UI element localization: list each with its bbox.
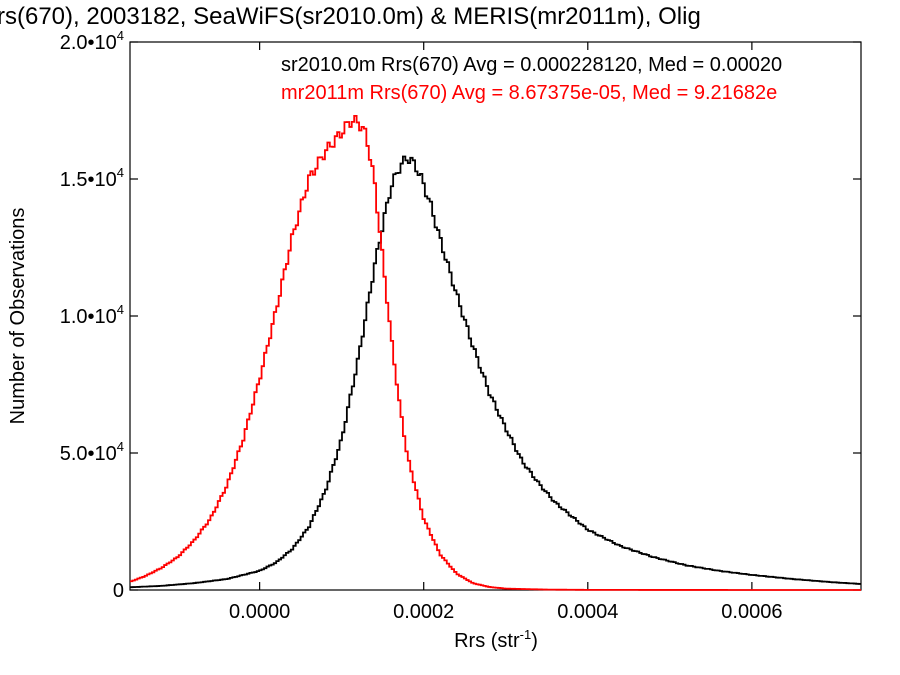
y-tick-label: 2.0•104 (60, 28, 124, 54)
chart-title: rs(670), 2003182, SeaWiFS(sr2010.0m) & M… (0, 3, 701, 30)
x-axis-label-main: Rrs (str (454, 630, 520, 652)
x-axis: 0.0000 0.0002 0.0004 0.0006 (229, 42, 782, 623)
legend-mr2011: mr2011m Rrs(670) Avg = 8.67375e-05, Med … (281, 82, 777, 104)
series-line-mr2011m (130, 114, 861, 591)
x-tick-label: 0.0004 (557, 601, 618, 623)
y-axis: 0 5.0•104 1.0•104 1.5•104 2.0•104 (60, 28, 861, 602)
y-tick-label: 0 (113, 580, 124, 602)
legend-sr2010: sr2010.0m Rrs(670) Avg = 0.000228120, Me… (281, 54, 782, 76)
y-tick-label: 5.0•104 (60, 439, 124, 465)
plot-frame (129, 41, 862, 591)
x-tick-label: 0.0000 (229, 601, 290, 623)
x-axis-label-sup: -1 (520, 627, 532, 642)
y-tick-label: 1.5•104 (60, 165, 124, 191)
x-tick-label: 0.0002 (393, 601, 454, 623)
x-tick-label: 0.0006 (721, 601, 782, 623)
x-axis-label: Rrs (str-1) (454, 627, 538, 652)
series-layer (130, 114, 861, 591)
x-axis-label-close: ) (531, 630, 538, 652)
y-axis-label: Number of Observations (7, 208, 29, 425)
series-line-sr2010.0m (130, 155, 861, 589)
y-tick-label: 1.0•104 (60, 302, 124, 328)
